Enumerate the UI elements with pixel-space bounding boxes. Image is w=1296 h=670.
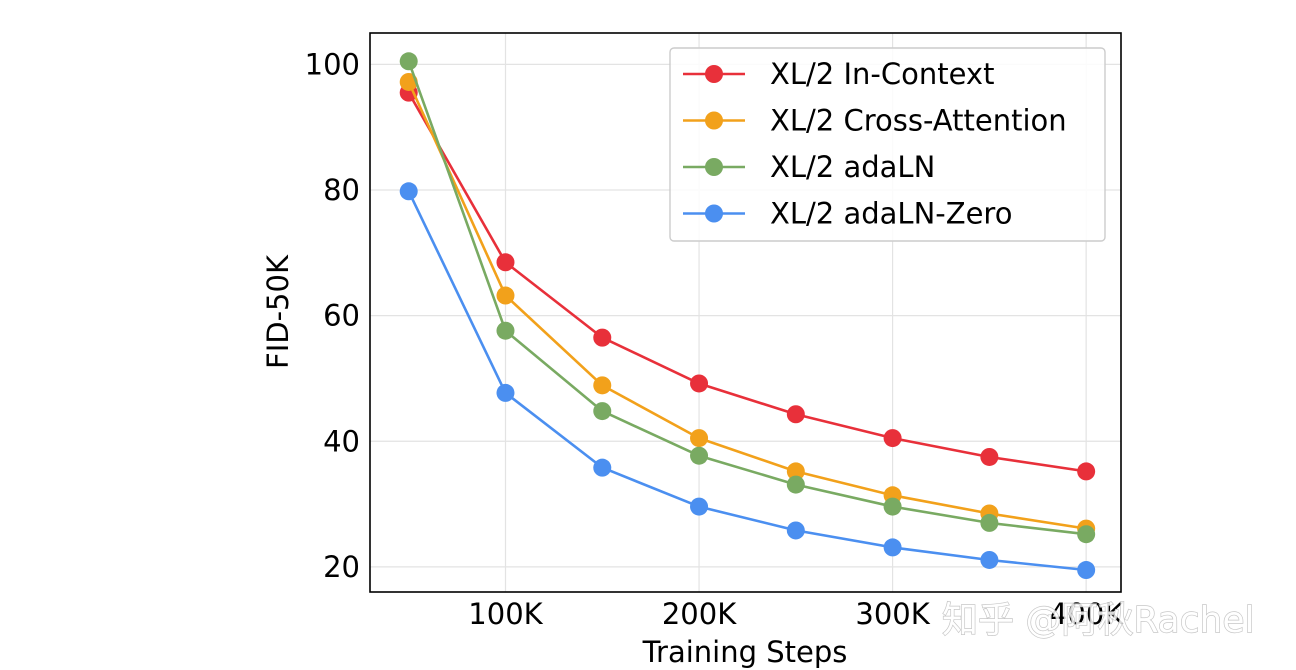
x-axis-title: Training Steps — [642, 635, 848, 669]
data-point — [690, 374, 709, 393]
data-point — [1077, 525, 1096, 544]
data-point — [980, 447, 999, 466]
y-tick-label: 80 — [323, 173, 360, 207]
series-3 — [399, 52, 1096, 544]
data-point — [496, 321, 515, 340]
legend-entry: XL/2 adaLN-Zero — [683, 197, 1012, 231]
y-axis-title: FID-50K — [261, 254, 295, 369]
legend-entry: XL/2 Cross-Attention — [683, 104, 1067, 138]
series-line — [407, 60, 1087, 536]
data-point — [883, 497, 902, 516]
y-tick-label: 40 — [323, 424, 360, 458]
data-point — [593, 458, 612, 477]
legend-marker — [705, 204, 723, 223]
y-tick-label: 60 — [323, 299, 360, 333]
legend-marker — [705, 158, 723, 176]
series-layer — [399, 52, 1096, 580]
x-tick-label: 200K — [662, 597, 737, 631]
data-point — [786, 405, 805, 424]
legend-marker — [705, 65, 723, 83]
y-tick-label: 100 — [305, 47, 360, 81]
y-tick-label: 20 — [323, 550, 360, 584]
data-point — [496, 383, 515, 402]
tick-labels: 20 40 60 80 100 100K 200K 300K 400K — [305, 47, 1125, 631]
data-point — [690, 497, 709, 516]
x-tick-label: 300K — [855, 597, 930, 631]
legend-marker — [705, 111, 723, 130]
data-point — [980, 550, 999, 569]
data-point — [786, 521, 805, 540]
data-point — [786, 475, 805, 494]
data-point — [690, 429, 709, 448]
series-line — [407, 190, 1087, 572]
watermark-text: 知乎 @阿秋Rachel — [942, 600, 1255, 641]
series-line — [407, 81, 1087, 530]
legend-label: XL/2 Cross-Attention — [770, 104, 1067, 138]
data-point — [980, 513, 999, 532]
series-4 — [399, 182, 1096, 580]
data-point — [593, 328, 612, 347]
legend: XL/2 In-Context XL/2 Cross-Attention XL/2 … — [669, 47, 1106, 242]
series-2 — [399, 72, 1096, 538]
data-point — [690, 446, 709, 465]
plot-frame — [369, 32, 1122, 593]
legend-entry: XL/2 adaLN — [683, 150, 935, 184]
data-point — [593, 376, 612, 395]
x-tick-label: 100K — [468, 597, 543, 631]
data-point — [593, 402, 612, 421]
legend-entry: XL/2 In-Context — [683, 57, 994, 91]
data-point — [496, 286, 515, 305]
data-point — [786, 462, 805, 481]
x-tick-label: 400K — [1049, 597, 1124, 631]
data-point — [883, 429, 902, 448]
data-point — [883, 538, 902, 557]
legend-label: XL/2 adaLN-Zero — [770, 197, 1012, 231]
legend-label: XL/2 In-Context — [770, 57, 994, 91]
legend-label: XL/2 adaLN — [770, 150, 935, 184]
data-point — [496, 253, 515, 272]
data-point — [399, 182, 418, 201]
series-line — [407, 92, 1087, 473]
series-1 — [399, 83, 1096, 481]
legend-box — [669, 47, 1106, 242]
data-point — [1077, 561, 1096, 580]
data-point — [399, 52, 418, 71]
data-point — [1077, 462, 1096, 481]
